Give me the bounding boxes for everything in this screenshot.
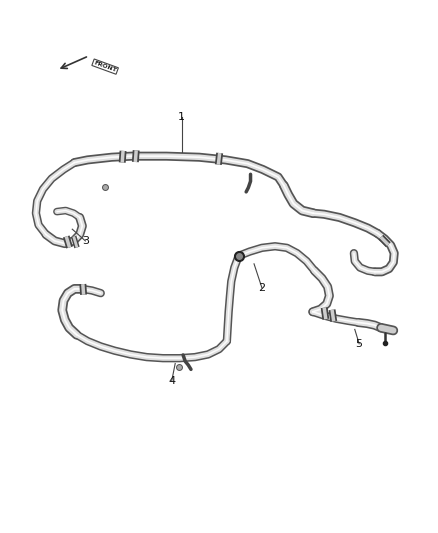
- Text: 3: 3: [82, 236, 89, 246]
- Text: 4: 4: [168, 376, 175, 386]
- Text: 1: 1: [178, 112, 185, 122]
- Text: FRONT: FRONT: [93, 60, 117, 73]
- Text: 5: 5: [356, 339, 363, 349]
- Text: 2: 2: [258, 283, 265, 293]
